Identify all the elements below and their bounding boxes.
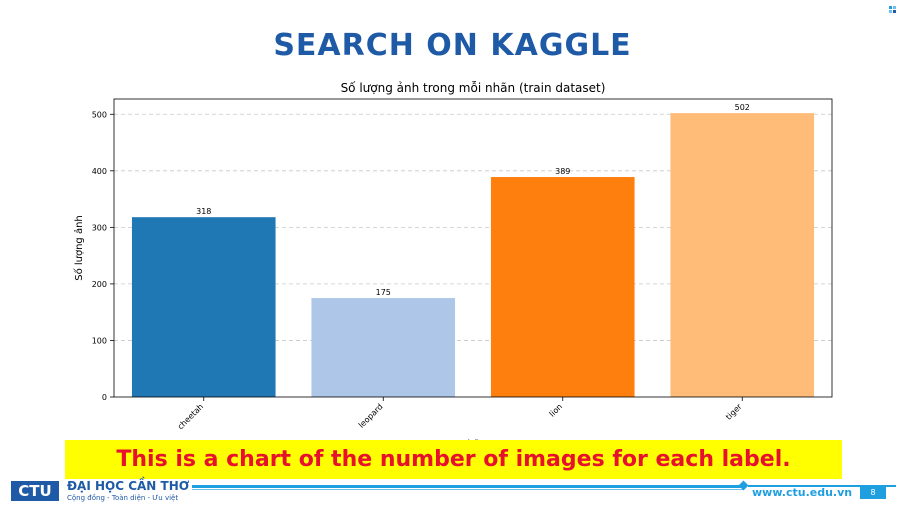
bar-lion — [490, 177, 635, 397]
y-tick-label: 300 — [92, 223, 107, 232]
slide-title: SEARCH ON KAGGLE — [273, 28, 632, 63]
x-tick-label: leopard — [357, 402, 385, 430]
footer-divider-thin — [192, 489, 744, 490]
y-tick-label: 100 — [92, 336, 107, 345]
data-label: 502 — [735, 103, 750, 112]
ctu-logo: CTU — [11, 481, 59, 501]
y-tick-label: 500 — [92, 110, 107, 119]
x-tick-label: cheetah — [176, 402, 205, 431]
x-tick-label: lion — [548, 402, 565, 419]
data-label: 389 — [555, 167, 570, 176]
y-axis-label: Số lượng ảnh — [73, 215, 85, 281]
university-name: ĐẠI HỌC CẦN THƠ — [67, 479, 190, 493]
bar-cheetah — [131, 217, 276, 397]
chart-title: Số lượng ảnh trong mỗi nhãn (train datas… — [341, 81, 606, 95]
page-number: 8 — [860, 486, 886, 499]
data-label: 175 — [376, 288, 391, 297]
slide-caption: This is a chart of the number of images … — [65, 440, 842, 479]
bar-tiger — [670, 113, 815, 397]
x-tick-label: tiger — [724, 402, 744, 422]
y-tick-label: 400 — [92, 167, 107, 176]
university-motto: Cộng đồng - Toàn diện - Ưu việt — [67, 494, 179, 502]
bar-leopard — [311, 298, 456, 397]
x-axis-label: Nhãn — [460, 439, 486, 440]
y-tick-label: 200 — [92, 280, 107, 289]
website-link[interactable]: www.ctu.edu.vn — [752, 486, 853, 499]
y-tick-label: 0 — [102, 393, 107, 402]
plot-frame — [113, 98, 833, 398]
footer-divider-right — [748, 485, 896, 487]
bar-chart: 0 100 200 300 400 500 318 cheetah 175 leopard 389 l… — [73, 81, 833, 440]
corner-grid-icon — [889, 6, 897, 14]
data-label: 318 — [196, 207, 211, 216]
footer-divider — [192, 485, 744, 488]
